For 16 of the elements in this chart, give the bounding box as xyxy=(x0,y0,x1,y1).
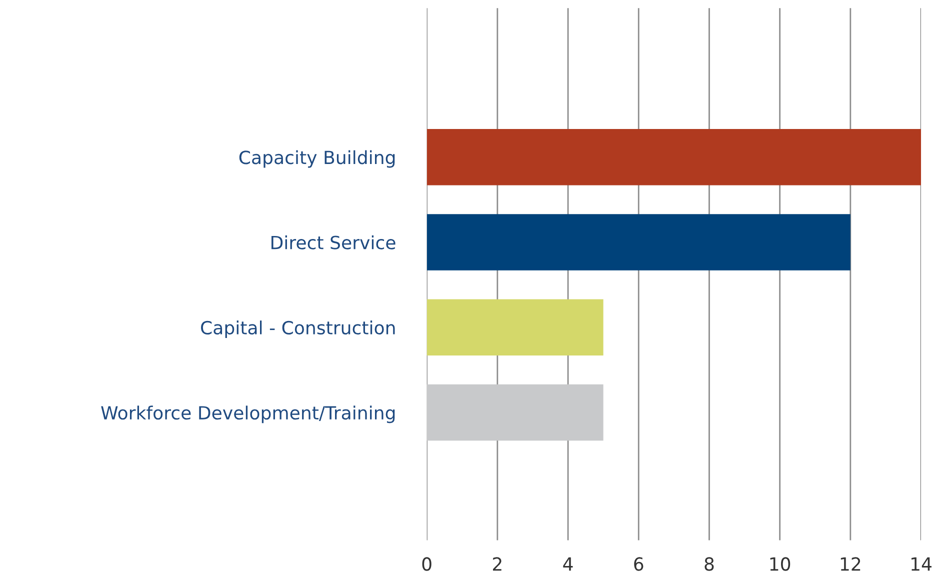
y-tick-label: Capital - Construction xyxy=(201,320,395,338)
x-tick-label: 12 xyxy=(840,557,860,571)
x-tick-label: 2 xyxy=(492,557,502,571)
bar xyxy=(426,129,922,186)
x-tick-label: 6 xyxy=(634,557,644,571)
x-tick-label: 10 xyxy=(770,557,790,571)
bar xyxy=(426,299,604,356)
y-tick-label: Workforce Development/Training xyxy=(101,406,395,424)
x-tick-label: 0 xyxy=(422,557,432,571)
x-tick-label: 8 xyxy=(704,557,714,571)
bar xyxy=(426,384,604,441)
x-tick-label: 14 xyxy=(912,557,932,571)
bar xyxy=(426,214,850,270)
y-tick-label: Direct Service xyxy=(272,235,396,250)
y-tick-label: Capacity Building xyxy=(239,150,395,168)
x-tick-label: 4 xyxy=(563,557,573,571)
